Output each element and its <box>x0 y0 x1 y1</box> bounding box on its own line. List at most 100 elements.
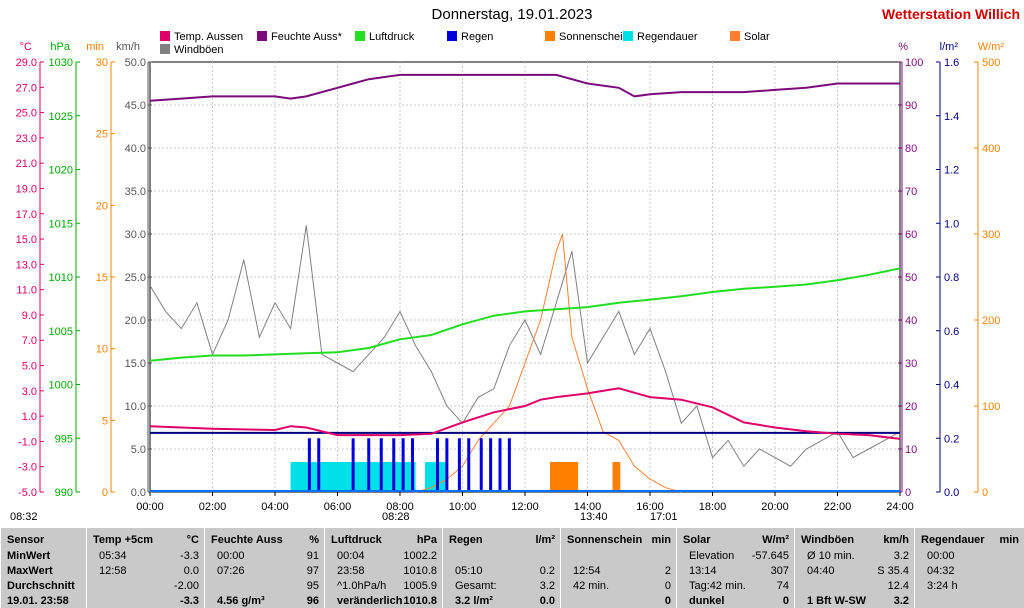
legend-swatch <box>730 31 740 41</box>
table-cell-value: 0 <box>782 595 789 607</box>
x-tick-label: 04:00 <box>261 501 289 513</box>
wind-axis-label: 30.0 <box>125 229 146 241</box>
rain-axis-label: 0.2 <box>944 433 959 445</box>
table-cell-value: 96 <box>306 595 319 607</box>
pressure-axis-label: 1010 <box>49 272 73 284</box>
table-cell-value: -3.3 <box>180 550 199 562</box>
temp-axis-label: 3.0 <box>22 386 37 398</box>
legend-swatch <box>355 31 365 41</box>
pct-axis-label: 50 <box>905 272 917 284</box>
unit-solar: W/m² <box>978 41 1005 53</box>
table-cell-value: 3.2 <box>893 550 909 562</box>
pct-axis-label: 80 <box>905 143 917 155</box>
station-name: Wetterstation Willich <box>881 6 1020 22</box>
x-tick-label: 18:00 <box>699 501 727 513</box>
solar-axis-label: 400 <box>982 143 1000 155</box>
pct-axis-label: 60 <box>905 229 917 241</box>
time-marker-1: 08:28 <box>382 511 410 523</box>
wind-axis-label: 10.0 <box>125 401 146 413</box>
rain-bar <box>498 438 502 492</box>
table-cell: veränderlich <box>337 595 403 607</box>
legend-label: Regendauer <box>637 31 698 43</box>
gust-line <box>149 225 901 468</box>
table-cell-value: -2.00 <box>173 580 199 592</box>
pct-axis-label: 20 <box>905 401 917 413</box>
table-cell: 1 Bft W-SW <box>807 595 867 607</box>
x-tick-label: 10:00 <box>449 501 477 513</box>
legend-label: Solar <box>744 31 770 43</box>
rain-bar <box>467 438 471 492</box>
rain-bar <box>489 438 493 492</box>
table-cell: 05:34 <box>99 550 127 562</box>
legend-label: Temp. Aussen <box>174 31 244 43</box>
table-header: Feuchte Auss <box>211 534 283 546</box>
temp-axis-label: 23.0 <box>16 133 37 145</box>
rain-bar <box>445 438 449 492</box>
table-cell: 3:24 h <box>927 580 958 592</box>
solar-axis-label: 0 <box>982 487 988 499</box>
legend-swatch <box>160 44 170 54</box>
minutes-axis-label: 10 <box>96 344 108 356</box>
x-tick-label: 16:00 <box>636 501 664 513</box>
wind-axis-label: 35.0 <box>125 186 146 198</box>
pct-axis-label: 40 <box>905 315 917 327</box>
minutes-axis-label: 30 <box>96 57 108 69</box>
temp-axis-label: 9.0 <box>22 310 37 322</box>
table-header: Luftdruck <box>331 534 382 546</box>
rain-axis-label: 0.8 <box>944 272 959 284</box>
rain-axis-label: 1.6 <box>944 57 959 69</box>
table-col-wind: Windböen km/h Ø 10 min. 3.2 04:40 S 35.4 12.4 1… <box>794 528 915 608</box>
legend-item-rain: Regen <box>447 31 493 43</box>
pct-axis-label: 70 <box>905 186 917 198</box>
table-cell-value: 1005.9 <box>403 580 437 592</box>
temp-axis-label: 17.0 <box>16 209 37 221</box>
table-cell-value: 91 <box>306 550 319 562</box>
temp-axis-label: 11.0 <box>16 285 37 297</box>
minutes-axis-label: 15 <box>96 272 108 284</box>
unit-pressure: hPa <box>50 41 70 53</box>
table-header: Regen <box>449 534 483 546</box>
table-unit: hPa <box>416 534 437 546</box>
pct-axis-label: 90 <box>905 100 917 112</box>
unit-rain: l/m² <box>940 41 959 53</box>
weather-chart: °C hPa min km/h% l/m² W/m² 29.0 27.0 25.0 23.0 21.… <box>16 41 1005 513</box>
pct-axis-label: 100 <box>905 57 923 69</box>
table-cell-value: 3.2 <box>893 595 909 607</box>
rain-axis-label: 1.2 <box>944 165 959 177</box>
rain-bar <box>317 438 321 492</box>
unit-minutes: min <box>86 41 104 53</box>
table-cell: MaxWert <box>7 565 53 577</box>
pct-axis-label: 30 <box>905 358 917 370</box>
temp-axis-label: -1.0 <box>18 436 37 448</box>
table-cell-value: 0.2 <box>539 565 555 577</box>
legend-label: Sonnenschein <box>559 31 629 43</box>
x-tick-label: 06:00 <box>324 501 352 513</box>
table-cell: 00:00 <box>217 550 245 562</box>
pressure-axis-label: 1015 <box>49 218 73 230</box>
rain-bar <box>411 438 414 492</box>
rain-axis-label: 1.4 <box>944 111 959 123</box>
rain-bar <box>457 438 461 492</box>
table-cell: ^1.0hPa/h <box>337 580 387 592</box>
table-cell: 00:00 <box>927 550 955 562</box>
rain-bar <box>401 438 405 492</box>
x-tick-label: 14:00 <box>574 501 602 513</box>
table-cell: 3.2 l/m² <box>455 595 493 607</box>
minutes-axis-label: 0 <box>102 487 108 499</box>
rain-axis-label: 0.0 <box>944 487 959 499</box>
x-tick-label: 22:00 <box>824 501 852 513</box>
temp-axis-label: 29.0 <box>16 57 37 69</box>
wind-axis-label: 25.0 <box>125 272 146 284</box>
table-cell: 12:58 <box>99 565 127 577</box>
table-cell-value: 2 <box>664 565 671 577</box>
wind-axis-label: 0.0 <box>131 487 146 499</box>
table-col-sun: Sonnenschein min 12:54 2 42 min. 0 0 <box>560 528 677 608</box>
pressure-axis-label: 1005 <box>49 326 73 338</box>
x-tick-label: 00:00 <box>136 501 164 513</box>
table-cell-value: 0.0 <box>183 565 199 577</box>
legend-label: Regen <box>461 31 494 43</box>
table-col-hum: Feuchte Auss% 00:00 91 07:26 97 95 4.56 g/m³ 96 <box>204 528 325 608</box>
legend-item-raindur: Regendauer <box>623 31 698 43</box>
table-unit: min <box>999 534 1019 546</box>
table-cell: 05:10 <box>455 565 483 577</box>
